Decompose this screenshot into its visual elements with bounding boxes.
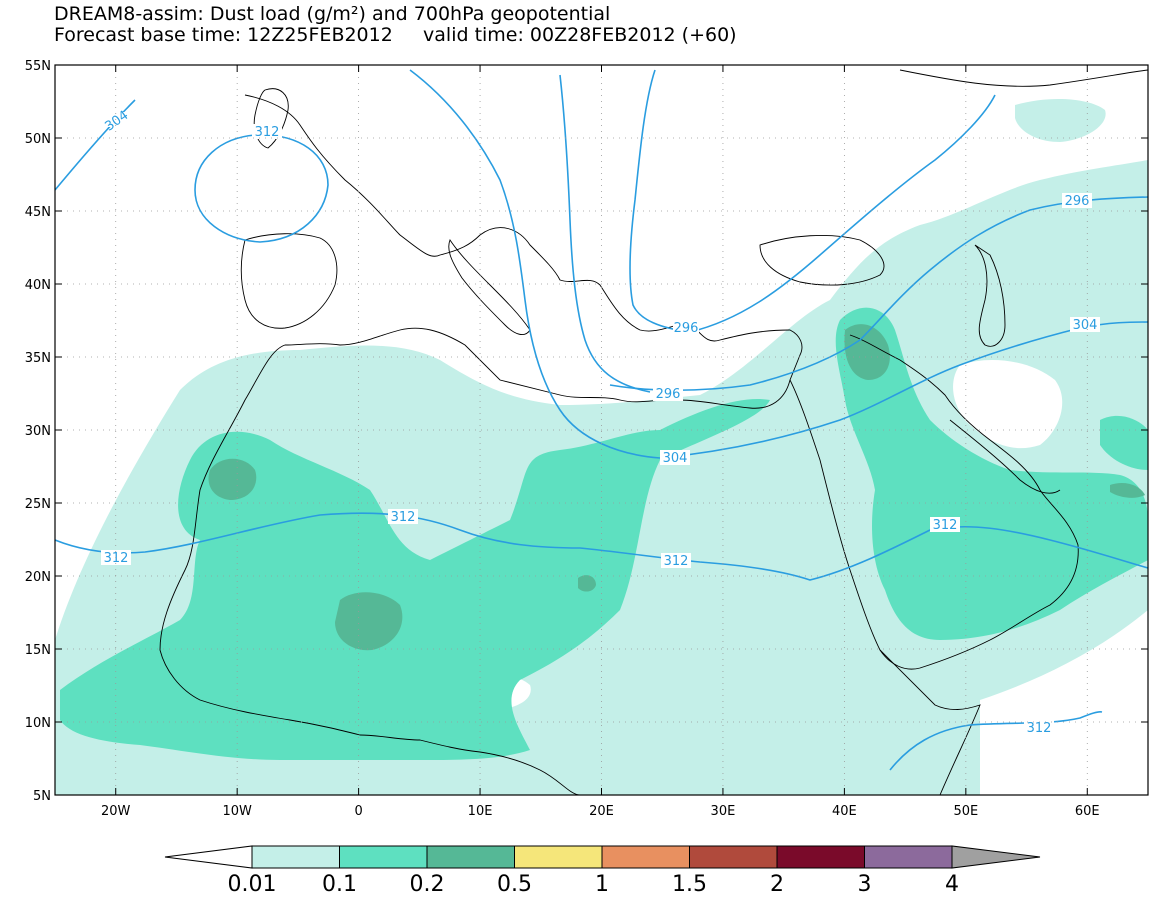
lon-label: 30E	[711, 804, 736, 819]
colorbar-box	[514, 845, 603, 869]
lat-label: 40N	[25, 278, 51, 293]
gridlines	[55, 64, 1148, 796]
contour-296-east	[689, 94, 996, 333]
contour-label: 296	[1065, 194, 1090, 209]
colorbar-label: 4	[945, 872, 959, 897]
colorbar-box	[339, 845, 428, 869]
coastline-black-sea	[759, 234, 885, 286]
contour-label: 296	[656, 387, 681, 402]
dust-patch-dense-3	[844, 324, 890, 380]
coastline-arabia	[789, 334, 1079, 670]
lat-label: 25N	[25, 497, 51, 512]
contour-label: 304	[1073, 318, 1098, 333]
dust-patch-dense-5	[1110, 483, 1145, 498]
lat-label: 50N	[25, 132, 51, 147]
contour-label-se: 312	[1027, 721, 1052, 736]
contour-label: 312	[391, 510, 416, 525]
lon-label: 20E	[589, 804, 614, 819]
lat-label: 10N	[25, 716, 51, 731]
coastline-iberia	[240, 233, 338, 329]
contour-label: 304	[663, 451, 688, 466]
colorbar-label: 0.2	[410, 872, 445, 897]
colorbar-under-triangle	[164, 845, 253, 869]
latitude-labels: 55N 50N 45N 40N 35N 30N 25N 20N 15N 10N 5N	[25, 59, 51, 804]
lat-label: 5N	[33, 789, 51, 804]
colorbar-box	[864, 845, 953, 869]
contour-labels: 304 312 296 296 304 296 304 312 312 312 …	[101, 108, 1100, 569]
title-line-2: Forecast base time: 12Z25FEB2012 valid t…	[54, 24, 737, 46]
colorbar-label: 1.5	[672, 872, 707, 897]
contour-312-low	[194, 134, 329, 243]
contour-312-se	[889, 711, 1103, 771]
colorbar-box	[426, 845, 515, 869]
colorbar-box	[776, 845, 865, 869]
contour-label: 312	[104, 551, 129, 566]
colorbar-box	[601, 845, 690, 869]
clear-area-levant	[953, 360, 1063, 449]
lon-label: 10E	[468, 804, 493, 819]
dust-band-light-north	[1015, 98, 1106, 142]
colorbar-box	[689, 845, 778, 869]
contour-304-nw	[55, 99, 136, 191]
coastlines	[159, 69, 1148, 795]
map-title: DREAM8-assim: Dust load (g/m²) and 700hP…	[54, 4, 737, 46]
coastline-europe-africa	[159, 94, 803, 795]
colorbar-label: 2	[770, 872, 784, 897]
dust-band-medium-east	[835, 307, 1148, 640]
colorbar-label: 0.5	[497, 872, 532, 897]
colorbar-label: 0.1	[322, 872, 357, 897]
lat-label: 35N	[25, 351, 51, 366]
dust-patch-dense-4	[578, 575, 596, 592]
coastline-italy	[448, 239, 531, 336]
longitude-labels: 20W 10W 0 10E 20E 30E 40E 50E 60E	[101, 804, 1100, 819]
colorbar-box	[251, 845, 340, 869]
coastline-horn-africa	[879, 649, 981, 795]
colorbar: 0.01 0.1 0.2 0.5 1 1.5 2 3 4	[164, 845, 1041, 897]
lat-label: 45N	[25, 205, 51, 220]
dust-patch-dense-2	[335, 592, 403, 651]
title-line-1: DREAM8-assim: Dust load (g/m²) and 700hP…	[54, 3, 611, 25]
dust-band-medium-caspian	[1100, 415, 1148, 470]
coastline-britain	[253, 88, 289, 149]
lon-label: 60E	[1075, 804, 1100, 819]
lon-label: 10W	[222, 804, 252, 819]
contour-trough-west	[409, 69, 661, 459]
contour-296-arc	[609, 196, 1148, 392]
contour-label-bg	[1024, 720, 1054, 735]
colorbar-label: 3	[858, 872, 872, 897]
dust-patch-dense-1	[208, 458, 257, 500]
contour-label: 312	[664, 554, 689, 569]
contour-label: 296	[674, 321, 699, 336]
colorbar-label: 0.01	[228, 872, 277, 897]
lat-label: 30N	[25, 424, 51, 439]
lat-label: 20N	[25, 570, 51, 585]
coastline-caspian	[974, 244, 1006, 347]
contour-label: 312	[255, 125, 280, 140]
dust-field	[55, 98, 1148, 795]
coastline-gulf	[949, 419, 1061, 494]
coastline-arctic-edge	[899, 69, 1148, 87]
lon-label: 0	[354, 804, 362, 819]
colorbar-label: 1	[595, 872, 609, 897]
contour-trough-east	[629, 69, 691, 333]
lon-label: 50E	[953, 804, 978, 819]
contour-label: 312	[933, 518, 958, 533]
colorbar-over-triangle	[951, 845, 1041, 869]
lat-label: 55N	[25, 59, 51, 74]
lon-label: 20W	[101, 804, 131, 819]
lon-label: 40E	[832, 804, 857, 819]
lat-label: 15N	[25, 643, 51, 658]
plot-frame	[54, 64, 1149, 796]
